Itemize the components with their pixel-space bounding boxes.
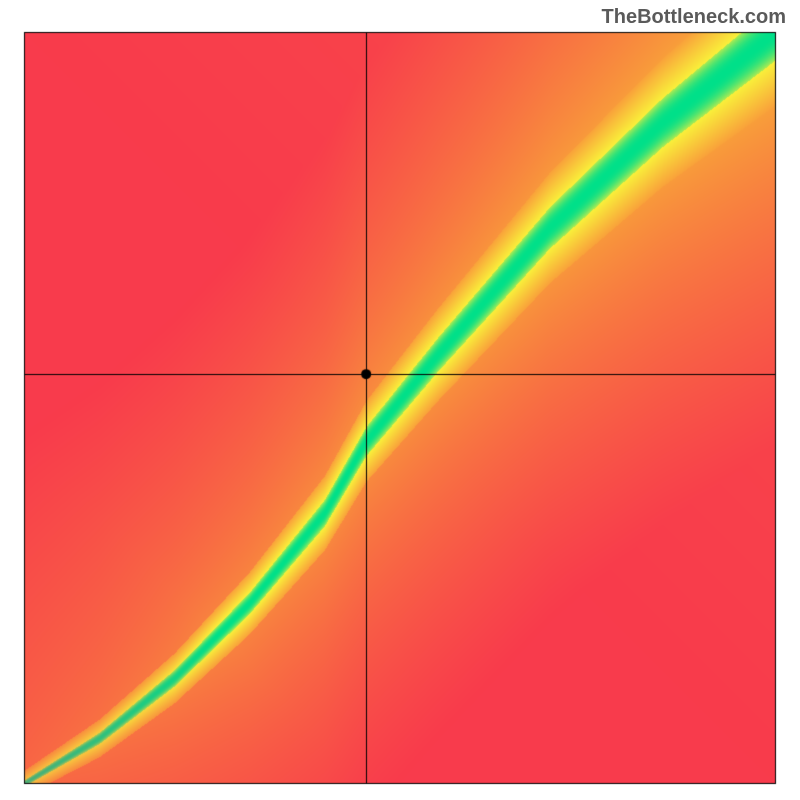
watermark-text: TheBottleneck.com: [602, 6, 786, 29]
bottleneck-heatmap: [0, 0, 800, 800]
chart-container: TheBottleneck.com: [0, 0, 800, 800]
